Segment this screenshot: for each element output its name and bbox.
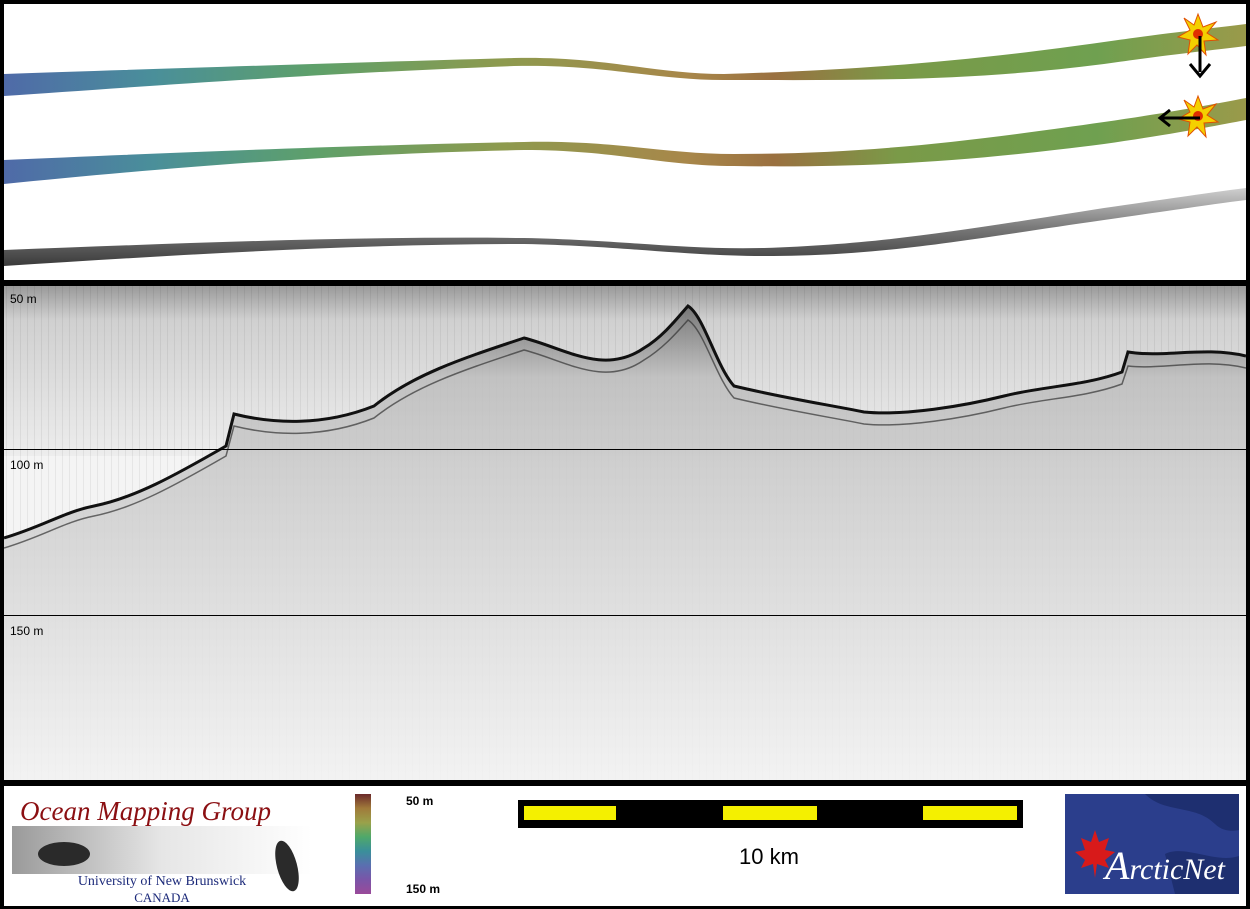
arcticnet-wordmark: ArcticNet (1105, 842, 1225, 889)
depth-label-50: 50 m (10, 292, 37, 306)
depth-line-100 (4, 449, 1246, 450)
depth-label-100: 100 m (10, 458, 44, 472)
bathymetry-swath-2 (4, 98, 1246, 184)
scale-bar (518, 800, 1023, 828)
scale-segment (524, 806, 616, 820)
omg-university: University of New Brunswick (77, 874, 247, 889)
sidescan-swath (4, 188, 1246, 266)
bathymetry-swath-1 (4, 24, 1246, 96)
profile-graphic (4, 286, 1246, 780)
arctic-map-image (1075, 794, 1239, 894)
arcticnet-logo: ArcticNet (1065, 794, 1239, 894)
depth-colorbar (355, 794, 371, 894)
colorbar-bottom-label: 150 m (406, 882, 441, 896)
colorbar-top-label: 50 m (406, 794, 434, 808)
footer-panel: Ocean Mapping Group University of New Br… (4, 786, 1246, 906)
sediment-fill (4, 306, 1246, 780)
arrow-left-icon (1157, 108, 1200, 128)
depth-label-150: 150 m (10, 624, 44, 638)
sub-bottom-reflector (4, 319, 1246, 549)
swath-panel (4, 4, 1246, 280)
omg-title: Ocean Mapping Group (20, 796, 271, 826)
arrow-down-icon (1188, 36, 1212, 79)
subbottom-profile-panel: 50 m 100 m 150 m (4, 286, 1246, 780)
scale-bar-label: 10 km (739, 844, 799, 869)
arcticnet-text: rcticNet (1129, 853, 1225, 886)
ocean-mapping-group-logo: Ocean Mapping Group University of New Br… (12, 792, 312, 905)
swath-graphic (4, 12, 1246, 266)
scale-segment (923, 806, 1017, 820)
maple-leaf-icon (1075, 830, 1115, 878)
seafloor-logo-image (12, 826, 312, 892)
depth-line-150 (4, 615, 1246, 616)
omg-country: CANADA (134, 890, 190, 905)
arcticnet-letter: A (1105, 843, 1130, 888)
seabed-reflector (4, 304, 1246, 540)
scale-segment (723, 806, 817, 820)
